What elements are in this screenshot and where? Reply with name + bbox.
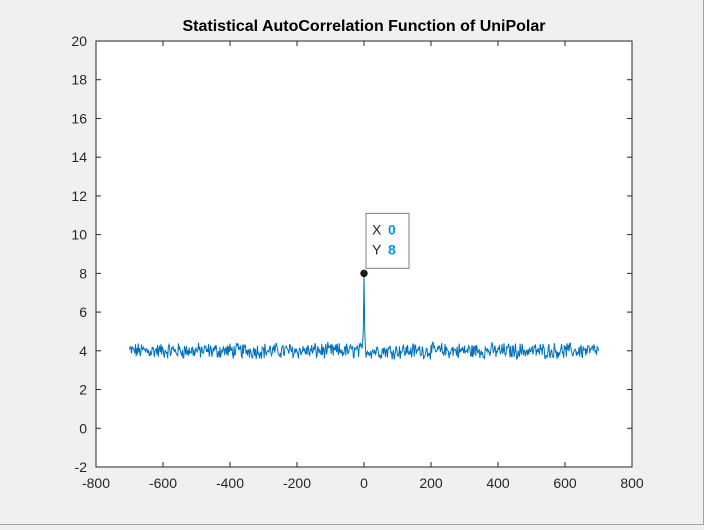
datatip-value: 8 (388, 241, 396, 257)
datatip-marker[interactable] (360, 269, 368, 278)
datatip-value: 0 (388, 221, 396, 237)
x-tick-label: 0 (360, 475, 368, 491)
datatip-box[interactable] (365, 212, 410, 269)
y-tick-label: 10 (71, 227, 87, 243)
x-tick-label: -800 (82, 475, 110, 491)
x-tick-label: -600 (149, 475, 177, 491)
x-tick-label: 200 (419, 475, 443, 491)
plot-area (95, 40, 633, 468)
chart-title: Statistical AutoCorrelation Function of … (183, 18, 546, 35)
y-tick-label: 16 (71, 110, 87, 126)
x-tick-label: 800 (620, 475, 644, 491)
y-tick-label: 20 (71, 33, 87, 49)
x-tick-label: -200 (283, 475, 311, 491)
y-tick-label: 0 (79, 420, 87, 436)
y-tick-label: 8 (79, 265, 87, 281)
y-tick-label: 12 (71, 188, 87, 204)
datatip-label: Y (372, 241, 382, 257)
x-tick-label: 400 (486, 475, 510, 491)
x-tick-label: 600 (553, 475, 577, 491)
y-tick-label: 2 (79, 382, 87, 398)
y-tick-label: 18 (71, 72, 87, 88)
y-tick-label: 4 (79, 343, 87, 359)
y-tick-label: 14 (71, 149, 87, 165)
y-tick-label: 6 (79, 304, 87, 320)
y-tick-label: -2 (75, 459, 88, 475)
datatip-label: X (372, 221, 382, 237)
x-tick-label: -400 (216, 475, 244, 491)
